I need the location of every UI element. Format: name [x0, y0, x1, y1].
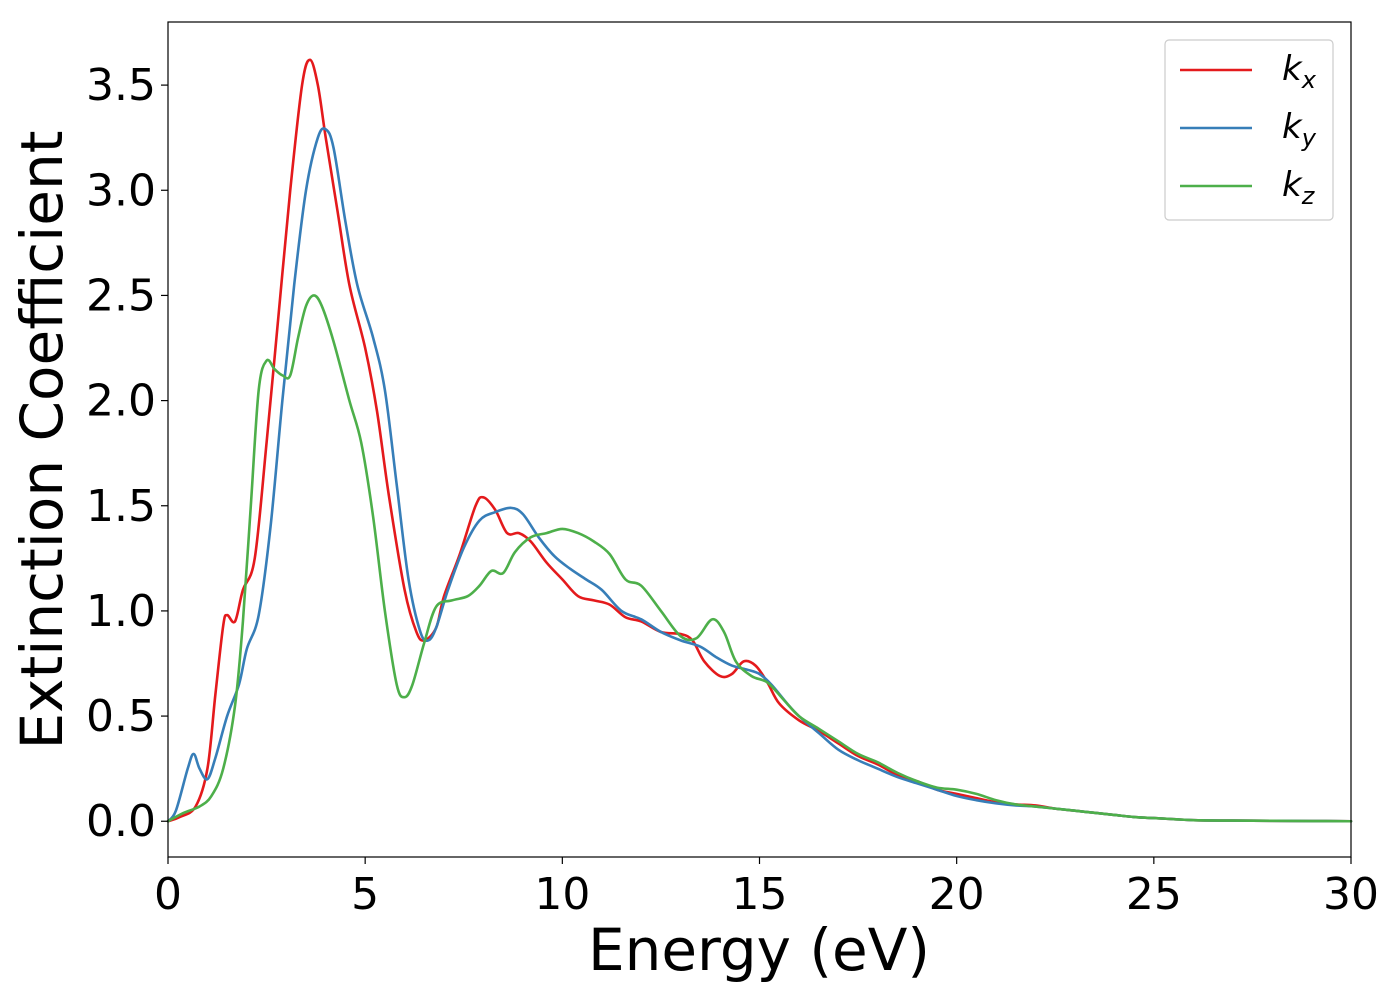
legend-entries: kx ky kz [1180, 49, 1317, 210]
series-line-ky [166, 127, 1353, 823]
x-tick-label: 5 [351, 869, 379, 920]
y-axis-ticks: 0.0 0.5 1.0 1.5 2.0 2.5 3.0 3.5 [86, 60, 168, 847]
x-axis-title: Energy (eV) [588, 916, 930, 984]
y-tick-label: 2.0 [86, 376, 156, 427]
y-tick-label: 3.5 [86, 60, 156, 111]
legend-label-kx: kx [1282, 49, 1317, 94]
x-tick-label: 15 [732, 869, 788, 920]
x-tick-label: 10 [534, 869, 590, 920]
y-axis-title: Extinction Coefficient [8, 131, 76, 750]
y-tick-label: 2.5 [86, 270, 156, 321]
x-tick-label: 30 [1323, 869, 1379, 920]
y-tick-label: 0.0 [86, 796, 156, 847]
x-tick-label: 0 [154, 869, 182, 920]
legend: kx ky kz [1164, 39, 1334, 221]
series-line-kz [166, 294, 1353, 823]
legend-label-ky: ky [1282, 107, 1317, 152]
y-tick-label: 1.5 [86, 481, 156, 532]
y-tick-label: 3.0 [86, 165, 156, 216]
x-axis-ticks: 0 5 10 15 20 25 30 [154, 857, 1379, 920]
legend-box [1164, 39, 1334, 221]
y-tick-label: 1.0 [86, 586, 156, 637]
legend-label-kz: kz [1282, 165, 1316, 210]
x-tick-label: 25 [1126, 869, 1182, 920]
x-tick-label: 20 [929, 869, 985, 920]
series-lines [166, 58, 1353, 823]
y-tick-label: 0.5 [86, 691, 156, 742]
